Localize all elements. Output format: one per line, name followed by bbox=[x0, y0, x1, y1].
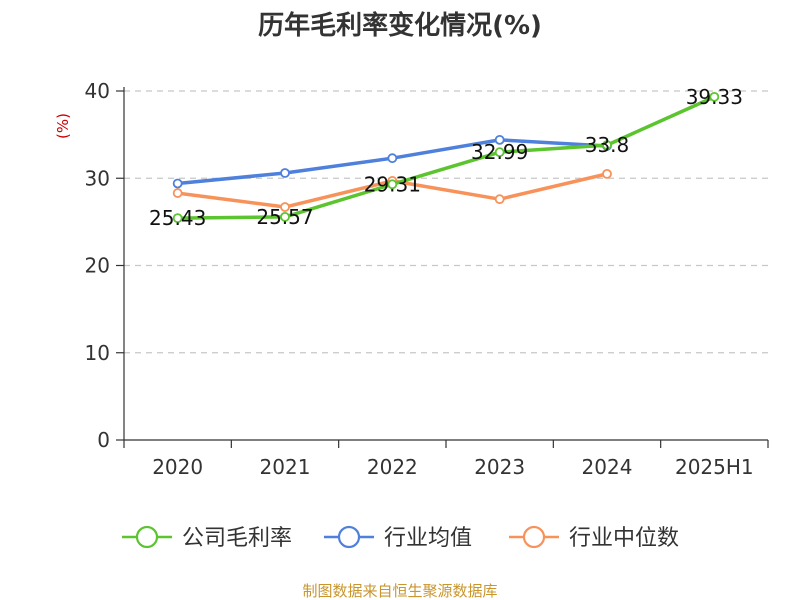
data-point bbox=[494, 194, 505, 205]
x-tick-label: 2025H1 bbox=[675, 455, 754, 479]
x-tick-label: 2023 bbox=[474, 455, 525, 479]
data-point bbox=[280, 202, 290, 212]
data-point bbox=[709, 91, 720, 102]
data-label: 25.43 bbox=[149, 206, 206, 230]
legend-marker bbox=[522, 525, 546, 549]
data-point bbox=[172, 178, 183, 189]
legend-item: 公司毛利率 bbox=[122, 525, 292, 551]
data-label: 25.57 bbox=[256, 205, 313, 229]
data-label: 39.33 bbox=[686, 85, 743, 109]
legend-item: 行业中位数 bbox=[509, 525, 679, 551]
data-label: 33.8 bbox=[585, 133, 630, 157]
data-point bbox=[387, 153, 398, 164]
data-label: 29.31 bbox=[364, 172, 421, 196]
y-tick-label: 30 bbox=[85, 166, 110, 190]
legend-label: 行业中位数 bbox=[569, 526, 679, 551]
axes: 0 10 20 30 40 2020 2021 2022 2023 2024 2025H1 bbox=[85, 79, 769, 479]
y-tick-label: 10 bbox=[85, 341, 110, 365]
legend-marker bbox=[135, 525, 159, 549]
y-tick-label: 0 bbox=[97, 428, 110, 452]
legend-item: 行业均值 bbox=[324, 525, 472, 551]
x-tick-label: 2020 bbox=[152, 455, 203, 479]
data-point bbox=[494, 134, 505, 145]
data-point bbox=[602, 168, 612, 179]
data-point bbox=[280, 168, 290, 178]
y-axis-label: (%) bbox=[54, 113, 72, 139]
x-tick-label: 2021 bbox=[260, 455, 311, 479]
data-point bbox=[280, 212, 290, 222]
x-tick-label: 2024 bbox=[582, 455, 633, 479]
legend-label: 公司毛利率 bbox=[182, 526, 292, 551]
chart-title: 历年毛利率变化情况(%) bbox=[258, 10, 542, 41]
y-tick-label: 40 bbox=[85, 79, 110, 103]
data-labels: 25.43 25.57 29.31 32.99 33.8 39.33 bbox=[149, 85, 743, 230]
y-tick-label: 20 bbox=[85, 254, 110, 278]
data-point bbox=[602, 140, 612, 150]
data-point bbox=[172, 188, 183, 198]
series-0 bbox=[172, 91, 720, 224]
source-text: 制图数据来自恒生聚源数据库 bbox=[302, 582, 497, 600]
legend: 公司毛利率 行业均值 行业中位数 bbox=[122, 525, 679, 551]
data-label: 32.99 bbox=[471, 140, 528, 164]
x-tick-label: 2022 bbox=[367, 455, 418, 479]
grid-lines bbox=[124, 90, 768, 354]
series-layer bbox=[172, 91, 720, 224]
legend-label: 行业均值 bbox=[384, 526, 472, 551]
data-point bbox=[172, 213, 183, 224]
series-line bbox=[177, 95, 716, 220]
data-point bbox=[494, 147, 505, 158]
data-point bbox=[387, 179, 398, 190]
legend-marker bbox=[337, 525, 361, 549]
